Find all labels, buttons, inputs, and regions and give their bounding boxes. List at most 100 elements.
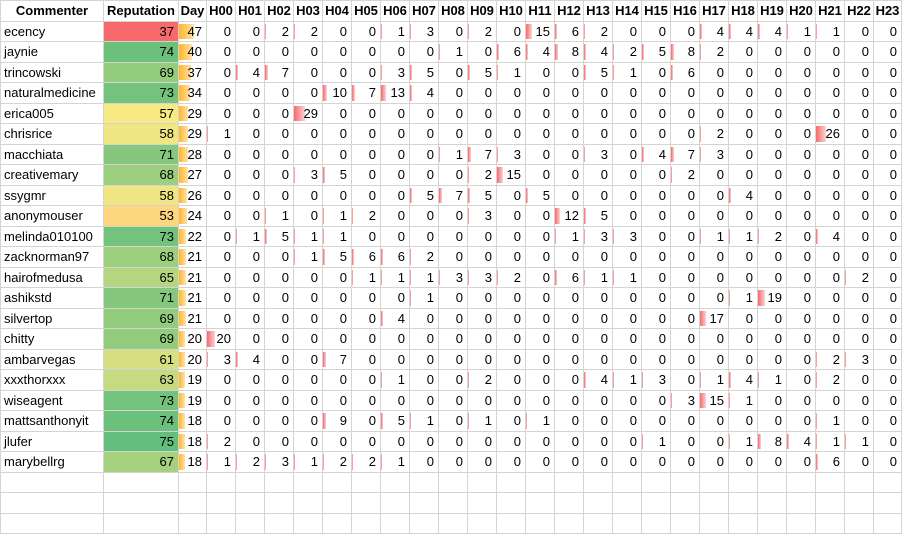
empty-cell[interactable] xyxy=(525,492,555,514)
day-cell[interactable]: 29 xyxy=(178,102,207,124)
empty-cell[interactable] xyxy=(235,512,265,534)
hour-cell-h16[interactable]: 0 xyxy=(670,451,700,473)
commenter-cell[interactable]: melinda010100 xyxy=(0,225,104,247)
day-cell[interactable]: 29 xyxy=(178,123,207,145)
hour-cell-h22[interactable]: 0 xyxy=(844,123,874,145)
hour-cell-h09[interactable]: 5 xyxy=(467,184,497,206)
hour-cell-h12[interactable]: 0 xyxy=(554,410,584,432)
hour-cell-h13[interactable]: 2 xyxy=(583,20,613,42)
hour-cell-h15[interactable]: 0 xyxy=(641,225,671,247)
empty-cell[interactable] xyxy=(103,492,179,514)
hour-cell-h20[interactable]: 0 xyxy=(786,410,816,432)
hour-cell-h08[interactable]: 0 xyxy=(438,61,468,83)
hour-cell-h17[interactable]: 0 xyxy=(699,287,729,309)
hour-cell-h10[interactable]: 0 xyxy=(496,328,526,350)
hour-cell-h10[interactable]: 0 xyxy=(496,369,526,391)
hour-cell-h06[interactable]: 1 xyxy=(380,369,410,391)
hour-cell-h20[interactable]: 4 xyxy=(786,430,816,452)
hour-cell-h13[interactable]: 3 xyxy=(583,225,613,247)
reputation-cell[interactable]: 63 xyxy=(103,369,179,391)
hour-cell-h11[interactable]: 0 xyxy=(525,307,555,329)
hour-cell-h18[interactable]: 0 xyxy=(728,61,758,83)
column-header-h09[interactable]: H09 xyxy=(467,0,497,22)
hour-cell-h04[interactable]: 0 xyxy=(322,41,352,63)
column-header-h16[interactable]: H16 xyxy=(670,0,700,22)
reputation-cell[interactable]: 57 xyxy=(103,102,179,124)
empty-cell[interactable] xyxy=(554,471,584,493)
hour-cell-h17[interactable]: 0 xyxy=(699,61,729,83)
reputation-cell[interactable]: 73 xyxy=(103,225,179,247)
empty-cell[interactable] xyxy=(757,492,787,514)
column-header-h19[interactable]: H19 xyxy=(757,0,787,22)
hour-cell-h02[interactable]: 0 xyxy=(264,266,294,288)
empty-cell[interactable] xyxy=(670,492,700,514)
hour-cell-h08[interactable]: 0 xyxy=(438,225,468,247)
empty-cell[interactable] xyxy=(438,471,468,493)
reputation-cell[interactable]: 53 xyxy=(103,205,179,227)
hour-cell-h15[interactable]: 0 xyxy=(641,348,671,370)
hour-cell-h16[interactable]: 7 xyxy=(670,143,700,165)
hour-cell-h11[interactable]: 0 xyxy=(525,389,555,411)
reputation-cell[interactable]: 69 xyxy=(103,328,179,350)
hour-cell-h23[interactable]: 0 xyxy=(873,82,902,104)
hour-cell-h15[interactable]: 5 xyxy=(641,41,671,63)
hour-cell-h05[interactable]: 0 xyxy=(351,369,381,391)
hour-cell-h00[interactable]: 0 xyxy=(206,246,236,268)
hour-cell-h09[interactable]: 0 xyxy=(467,389,497,411)
reputation-cell[interactable]: 73 xyxy=(103,82,179,104)
empty-cell[interactable] xyxy=(322,492,352,514)
hour-cell-h19[interactable]: 0 xyxy=(757,82,787,104)
hour-cell-h22[interactable]: 0 xyxy=(844,389,874,411)
hour-cell-h22[interactable]: 0 xyxy=(844,184,874,206)
hour-cell-h17[interactable]: 4 xyxy=(699,20,729,42)
hour-cell-h21[interactable]: 0 xyxy=(815,41,845,63)
hour-cell-h00[interactable]: 0 xyxy=(206,410,236,432)
hour-cell-h04[interactable]: 7 xyxy=(322,348,352,370)
hour-cell-h06[interactable]: 0 xyxy=(380,389,410,411)
empty-cell[interactable] xyxy=(815,512,845,534)
hour-cell-h22[interactable]: 0 xyxy=(844,20,874,42)
empty-cell[interactable] xyxy=(641,512,671,534)
hour-cell-h11[interactable]: 0 xyxy=(525,348,555,370)
empty-cell[interactable] xyxy=(438,492,468,514)
hour-cell-h22[interactable]: 0 xyxy=(844,246,874,268)
hour-cell-h14[interactable]: 0 xyxy=(612,328,642,350)
reputation-cell[interactable]: 58 xyxy=(103,184,179,206)
hour-cell-h23[interactable]: 0 xyxy=(873,430,902,452)
hour-cell-h07[interactable]: 0 xyxy=(409,389,439,411)
hour-cell-h19[interactable]: 0 xyxy=(757,164,787,186)
hour-cell-h16[interactable]: 0 xyxy=(670,307,700,329)
commenter-cell[interactable]: ambarvegas xyxy=(0,348,104,370)
hour-cell-h03[interactable]: 0 xyxy=(293,143,323,165)
empty-cell[interactable] xyxy=(351,492,381,514)
hour-cell-h14[interactable]: 0 xyxy=(612,348,642,370)
hour-cell-h02[interactable]: 7 xyxy=(264,61,294,83)
column-header-h20[interactable]: H20 xyxy=(786,0,816,22)
hour-cell-h04[interactable]: 0 xyxy=(322,369,352,391)
hour-cell-h00[interactable]: 0 xyxy=(206,102,236,124)
reputation-cell[interactable]: 61 xyxy=(103,348,179,370)
hour-cell-h21[interactable]: 0 xyxy=(815,205,845,227)
hour-cell-h23[interactable]: 0 xyxy=(873,184,902,206)
empty-cell[interactable] xyxy=(0,492,104,514)
hour-cell-h07[interactable]: 3 xyxy=(409,20,439,42)
column-header-h03[interactable]: H03 xyxy=(293,0,323,22)
hour-cell-h23[interactable]: 0 xyxy=(873,143,902,165)
day-cell[interactable]: 28 xyxy=(178,143,207,165)
hour-cell-h10[interactable]: 1 xyxy=(496,61,526,83)
column-header-h22[interactable]: H22 xyxy=(844,0,874,22)
hour-cell-h06[interactable]: 0 xyxy=(380,123,410,145)
hour-cell-h11[interactable]: 0 xyxy=(525,143,555,165)
hour-cell-h02[interactable]: 0 xyxy=(264,369,294,391)
hour-cell-h14[interactable]: 0 xyxy=(612,82,642,104)
hour-cell-h16[interactable]: 0 xyxy=(670,348,700,370)
hour-cell-h14[interactable]: 0 xyxy=(612,287,642,309)
column-header-day[interactable]: Day xyxy=(178,0,207,22)
hour-cell-h13[interactable]: 3 xyxy=(583,143,613,165)
hour-cell-h02[interactable]: 3 xyxy=(264,451,294,473)
hour-cell-h15[interactable]: 0 xyxy=(641,20,671,42)
hour-cell-h21[interactable]: 4 xyxy=(815,225,845,247)
hour-cell-h22[interactable]: 2 xyxy=(844,266,874,288)
day-cell[interactable]: 20 xyxy=(178,348,207,370)
hour-cell-h08[interactable]: 1 xyxy=(438,41,468,63)
